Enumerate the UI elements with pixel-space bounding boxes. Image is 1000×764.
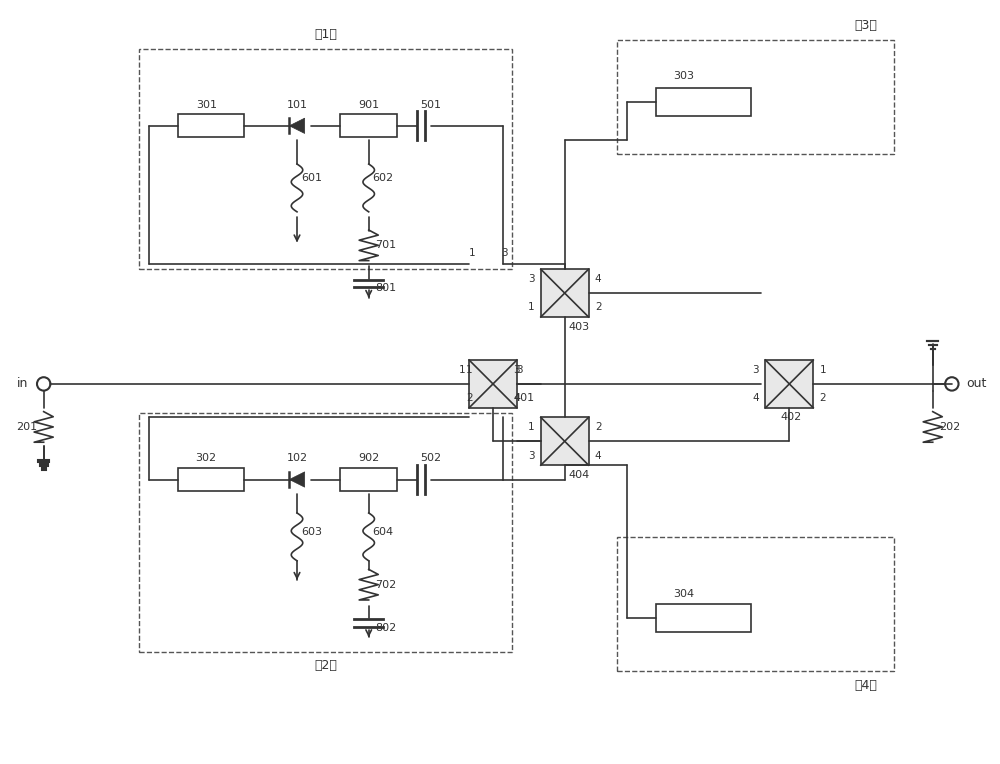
Bar	[656, 604, 751, 633]
Text: 1: 1	[469, 248, 475, 258]
Text: 2: 2	[595, 422, 601, 432]
Text: 102: 102	[286, 454, 308, 464]
Text: （4）: （4）	[854, 678, 877, 691]
Bar	[541, 269, 589, 317]
Text: 4: 4	[514, 393, 520, 403]
Text: 202: 202	[939, 422, 961, 432]
Text: 702: 702	[375, 580, 397, 590]
Text: （2）: （2）	[314, 659, 337, 672]
Text: 1: 1	[459, 364, 466, 374]
Text: 403: 403	[568, 322, 590, 332]
Text: 4: 4	[595, 274, 601, 283]
Text: 302: 302	[196, 454, 217, 464]
Text: 303: 303	[674, 71, 695, 81]
Text: 801: 801	[375, 283, 396, 293]
Polygon shape	[289, 472, 305, 487]
Text: 2: 2	[819, 393, 826, 403]
Bar	[469, 360, 517, 408]
Text: 802: 802	[375, 623, 397, 633]
Text: out: out	[966, 377, 987, 390]
Bar	[617, 40, 894, 154]
Text: 3: 3	[514, 364, 520, 374]
Bar	[340, 115, 397, 138]
Text: in: in	[17, 377, 28, 390]
Text: 304: 304	[674, 589, 695, 599]
Text: 201: 201	[16, 422, 37, 432]
Text: （3）: （3）	[854, 19, 877, 32]
Text: 3: 3	[501, 248, 508, 258]
Text: 1: 1	[819, 364, 826, 374]
Bar	[656, 88, 751, 116]
Text: 1: 1	[528, 303, 535, 312]
Bar	[178, 115, 244, 138]
Text: 3: 3	[516, 364, 523, 374]
Text: 601: 601	[301, 173, 322, 183]
Text: 604: 604	[372, 527, 394, 537]
Text: 3: 3	[528, 274, 535, 283]
Bar	[765, 360, 813, 408]
Text: 4: 4	[753, 393, 759, 403]
Text: 3: 3	[528, 451, 535, 461]
Text: 2: 2	[466, 393, 472, 403]
Text: 402: 402	[781, 413, 802, 422]
Text: 701: 701	[375, 241, 396, 251]
Bar	[178, 468, 244, 491]
Text: 301: 301	[196, 100, 217, 110]
Text: 501: 501	[420, 100, 441, 110]
Text: 902: 902	[358, 454, 379, 464]
Bar	[340, 468, 397, 491]
Text: 603: 603	[301, 527, 322, 537]
Text: 2: 2	[595, 303, 601, 312]
Text: 401: 401	[513, 393, 534, 403]
Bar	[139, 50, 512, 269]
Text: 602: 602	[372, 173, 394, 183]
Bar	[139, 413, 512, 652]
Text: 101: 101	[287, 100, 308, 110]
Text: 1: 1	[466, 364, 472, 374]
Polygon shape	[289, 118, 305, 134]
Text: 404: 404	[568, 470, 590, 480]
Text: 3: 3	[753, 364, 759, 374]
Bar	[541, 417, 589, 465]
Bar	[617, 537, 894, 671]
Text: 4: 4	[595, 451, 601, 461]
Text: 1: 1	[528, 422, 535, 432]
Text: （1）: （1）	[314, 28, 337, 41]
Text: 901: 901	[358, 100, 379, 110]
Text: 502: 502	[420, 454, 441, 464]
